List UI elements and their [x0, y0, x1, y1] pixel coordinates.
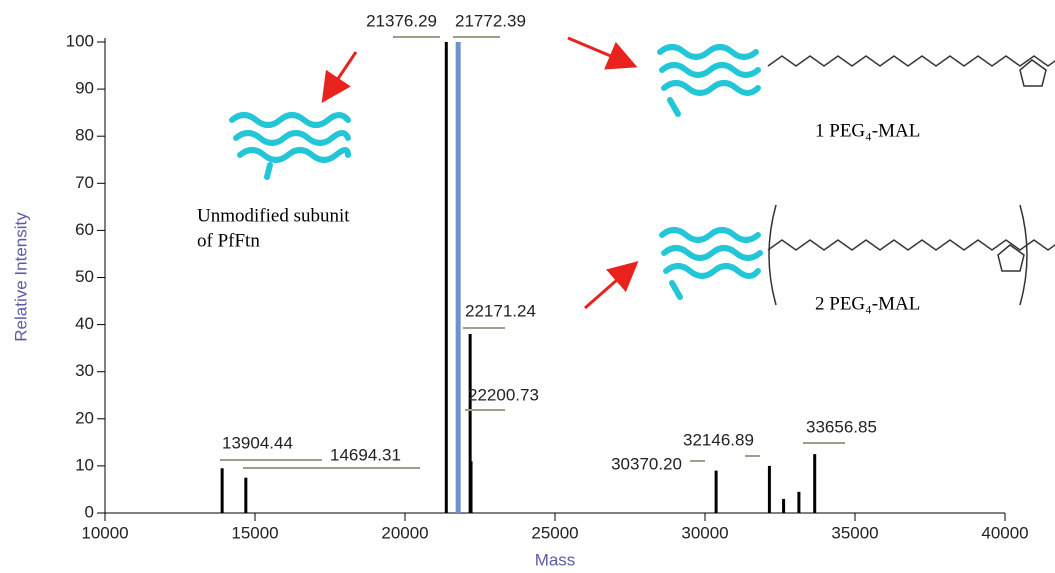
- annotation: 1 PEG₄-MAL: [815, 120, 920, 141]
- peak-label: 14694.31: [330, 445, 401, 464]
- y-tick-label: 30: [75, 361, 94, 380]
- peak: [470, 461, 473, 513]
- y-tick-label: 40: [75, 314, 94, 333]
- peak: [768, 466, 771, 513]
- peak: [244, 478, 247, 513]
- peak: [715, 471, 718, 513]
- x-tick-label: 40000: [981, 523, 1028, 542]
- peak-label: 21772.39: [455, 11, 526, 30]
- y-tick-label: 0: [85, 502, 94, 521]
- x-tick-label: 30000: [681, 523, 728, 542]
- y-tick-label: 10: [75, 455, 94, 474]
- y-axis-title: Relative Intensity: [11, 212, 30, 342]
- annotation: Unmodified subunit: [197, 205, 350, 226]
- peak: [445, 42, 448, 513]
- y-tick-label: 50: [75, 267, 94, 286]
- peak-label: 30370.20: [611, 454, 682, 473]
- y-tick-label: 90: [75, 79, 94, 98]
- y-tick-label: 70: [75, 173, 94, 192]
- decorations: [232, 38, 1055, 308]
- annotation: 2 PEG₄-MAL: [815, 293, 920, 314]
- peak-label: 13904.44: [222, 433, 293, 452]
- annotation: of PfFtn: [197, 230, 260, 251]
- peak-label: 22171.24: [465, 301, 536, 320]
- peak: [813, 454, 816, 513]
- peak-label: 33656.85: [806, 417, 877, 436]
- peak: [782, 499, 785, 513]
- peak: [456, 42, 461, 513]
- y-tick-label: 60: [75, 220, 94, 239]
- peak-label: 21376.29: [366, 11, 437, 30]
- x-axis-title: Mass: [535, 550, 576, 569]
- x-tick-label: 20000: [381, 523, 428, 542]
- chart: Unmodified subunit of PfFtn 1 PEG₄-MAL 2…: [0, 0, 1055, 573]
- x-tick-label: 35000: [831, 523, 878, 542]
- x-tick-label: 25000: [531, 523, 578, 542]
- x-tick-label: 15000: [231, 523, 278, 542]
- x-tick-label: 10000: [81, 523, 128, 542]
- y-tick-label: 100: [66, 31, 94, 50]
- peak: [221, 468, 224, 513]
- y-tick-label: 20: [75, 408, 94, 427]
- peak: [797, 492, 800, 513]
- peak-label: 32146.89: [683, 430, 754, 449]
- y-tick-label: 80: [75, 126, 94, 145]
- peak-label: 22200.73: [468, 385, 539, 404]
